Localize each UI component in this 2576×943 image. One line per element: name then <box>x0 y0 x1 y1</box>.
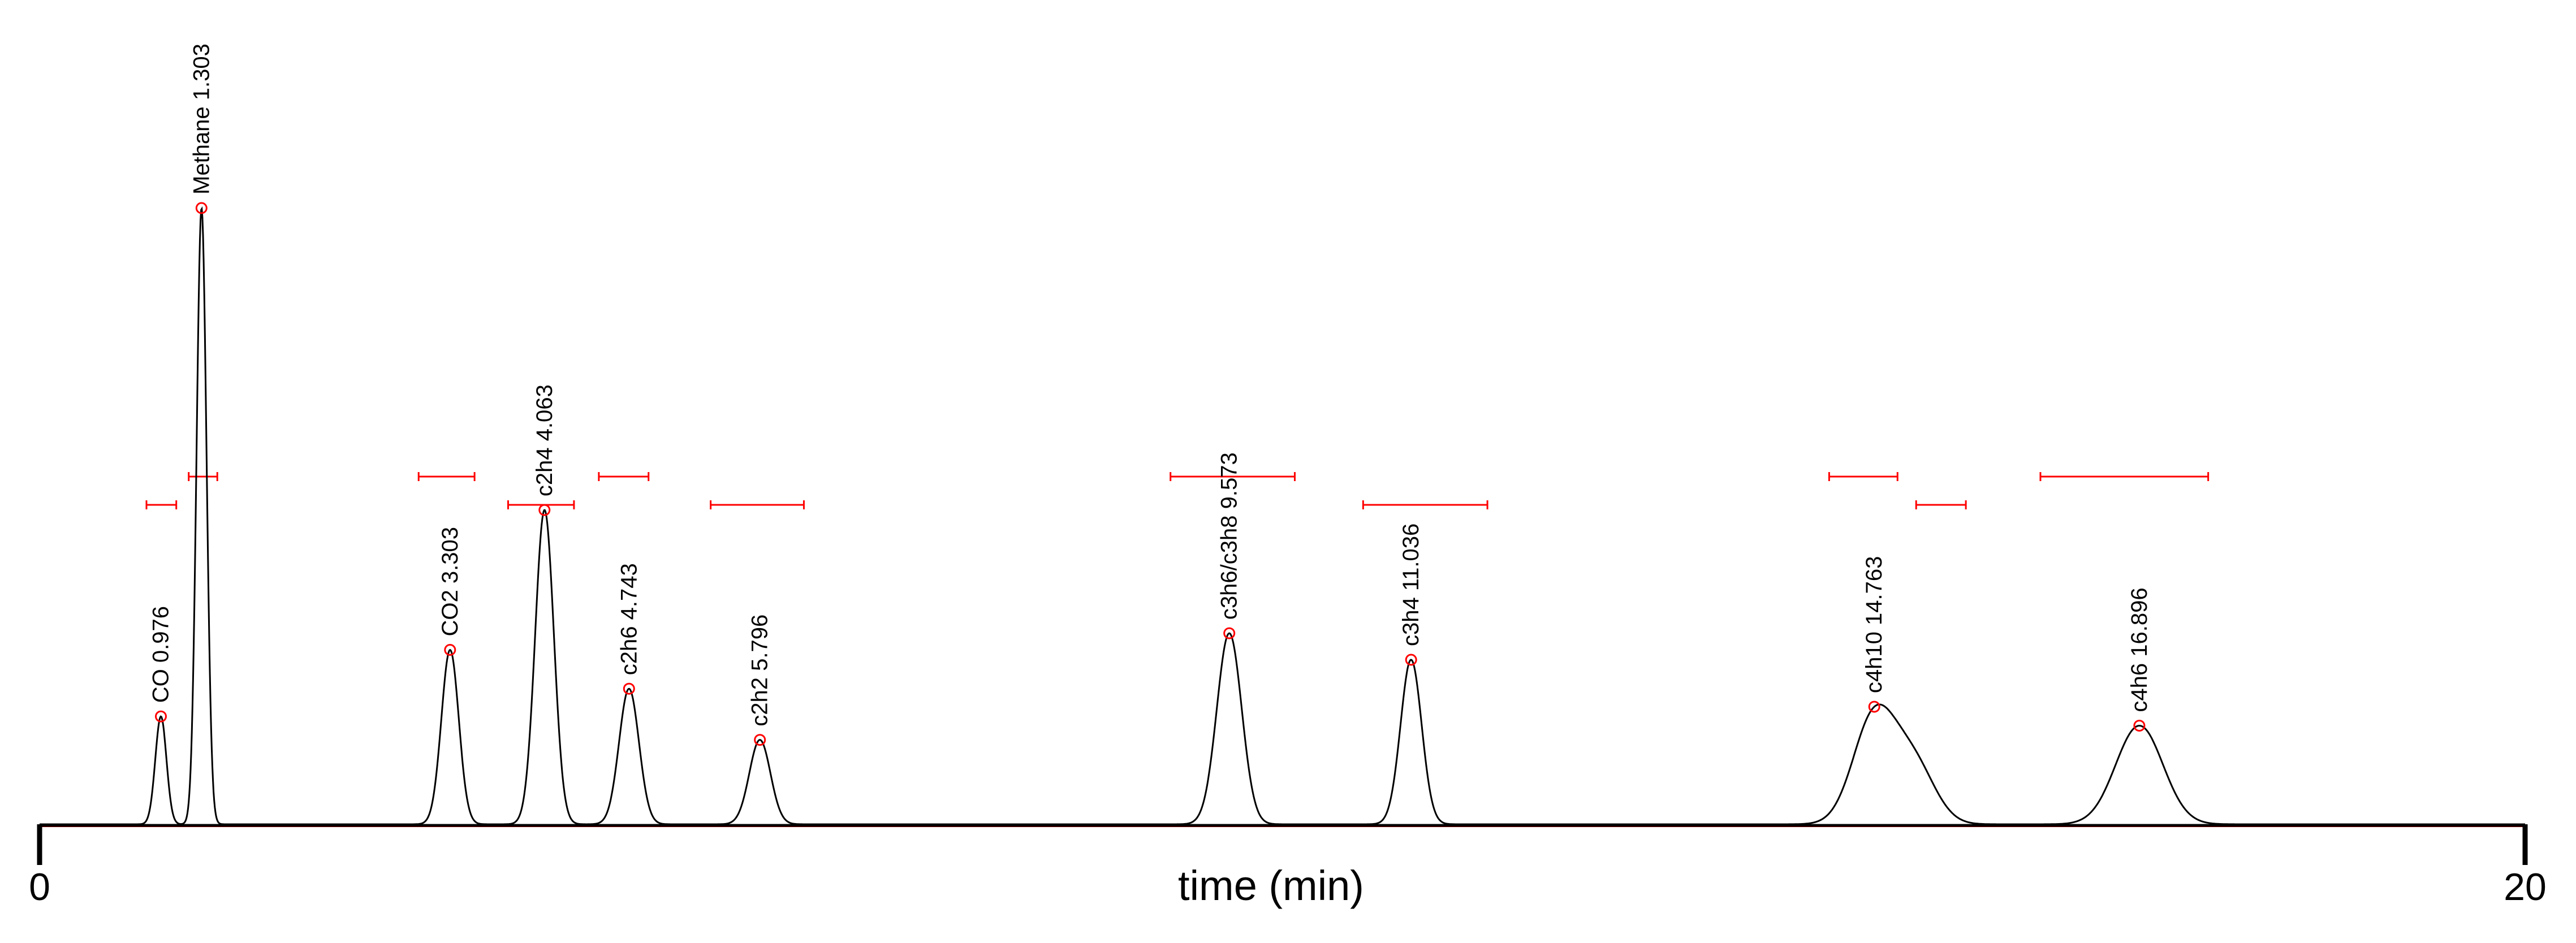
integration-window-2 <box>417 472 476 481</box>
peak-label-7: c3h4 11.036 <box>1399 524 1423 646</box>
x-axis: 0 20 time (min) <box>29 824 2547 909</box>
peak-label-1: Methane 1.303 <box>189 44 214 194</box>
integration-window-9 <box>2039 472 2210 481</box>
integration-window-3 <box>507 500 575 509</box>
integration-window-6 <box>1170 472 1296 481</box>
x-axis-label: time (min) <box>1178 862 1364 909</box>
peak-label-4: c2h6 4.743 <box>616 563 641 675</box>
integration-windows <box>145 472 2210 509</box>
peak-marker-7 <box>1405 654 1417 666</box>
peak-label-2: CO2 3.303 <box>438 527 463 636</box>
integration-window-4 <box>598 472 650 481</box>
peak-marker-5 <box>754 734 766 746</box>
integration-window-5 <box>710 500 805 509</box>
peak-labels: CO 0.976 Methane 1.303 CO2 3.303 c2h4 4.063… <box>149 44 2152 726</box>
peak-marker-6 <box>1223 627 1236 639</box>
integration-window-1 <box>188 472 218 481</box>
peak-marker-3 <box>538 504 551 516</box>
peak-marker-8 <box>1868 700 1880 713</box>
x-tick-label-0: 0 <box>29 866 50 909</box>
peak-marker-9 <box>2133 720 2146 732</box>
peak-marker-2 <box>444 644 456 656</box>
peak-marker-0 <box>155 710 167 723</box>
x-tick-label-20: 20 <box>2504 866 2547 909</box>
peak-label-5: c2h2 5.796 <box>748 615 773 726</box>
peak-label-9: c4h6 16.896 <box>2127 587 2152 712</box>
integration-window-extra <box>1915 500 1967 509</box>
peak-label-0: CO 0.976 <box>149 606 174 703</box>
peak-label-8: c4h10 14.763 <box>1862 556 1887 693</box>
peak-marker-4 <box>623 682 635 695</box>
integration-window-7 <box>1362 500 1488 509</box>
peak-marker-1 <box>195 202 208 214</box>
peak-label-3: c2h4 4.063 <box>532 384 557 496</box>
integration-window-0 <box>145 500 178 509</box>
integration-window-8 <box>1828 472 1898 481</box>
signal-trace <box>40 206 2525 825</box>
peak-label-6: c3h6/c3h8 9.573 <box>1217 452 1242 620</box>
peak-markers <box>155 202 2146 746</box>
